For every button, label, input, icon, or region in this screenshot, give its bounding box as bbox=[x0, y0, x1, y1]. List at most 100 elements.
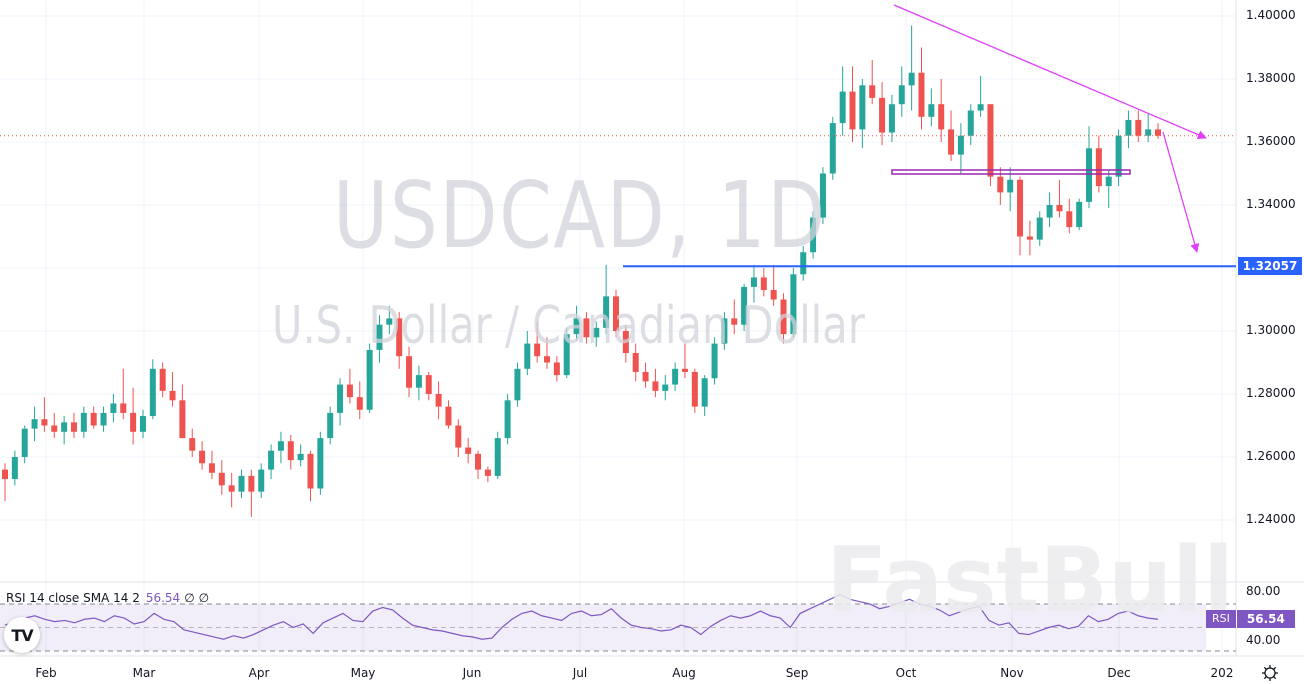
candle-body bbox=[208, 463, 215, 473]
candle-body bbox=[317, 438, 324, 489]
candle-body bbox=[770, 290, 777, 300]
candle-body bbox=[415, 375, 422, 388]
candle-body bbox=[504, 400, 511, 439]
time-axis-label: Jun bbox=[462, 666, 482, 680]
time-axis-label: Nov bbox=[1000, 666, 1024, 680]
price-axis-label: 1.24000 bbox=[1246, 512, 1296, 526]
candle-body bbox=[780, 299, 787, 335]
rsi-legend-value: 56.54 bbox=[145, 591, 181, 605]
candle-body bbox=[928, 104, 935, 117]
candle-body bbox=[31, 419, 38, 429]
candle-body bbox=[534, 343, 541, 357]
candle-body bbox=[1105, 176, 1112, 187]
candle-body bbox=[337, 384, 344, 413]
candle-body bbox=[750, 277, 757, 287]
candle-body bbox=[1095, 148, 1102, 187]
candle-body bbox=[70, 422, 77, 432]
candle-body bbox=[425, 375, 432, 394]
candle-body bbox=[514, 368, 521, 401]
rsi-legend[interactable]: RSI 14 close SMA 14 2 56.54 ∅ ∅ bbox=[6, 591, 209, 605]
candle-body bbox=[583, 318, 590, 338]
candle-body bbox=[553, 362, 560, 376]
candle-body bbox=[51, 425, 58, 432]
candle-body bbox=[455, 425, 462, 448]
candle-body bbox=[957, 135, 964, 155]
price-axis-label: 1.34000 bbox=[1246, 197, 1296, 211]
candle-body bbox=[829, 123, 836, 174]
rsi-tag-label: RSI bbox=[1206, 610, 1237, 628]
candle-body bbox=[1007, 179, 1014, 193]
time-axis-label: Feb bbox=[35, 666, 57, 680]
candle-body bbox=[869, 85, 876, 98]
candle-body bbox=[41, 419, 48, 426]
candle-body bbox=[839, 91, 846, 124]
trendline bbox=[893, 4, 1207, 139]
candle-body bbox=[1056, 205, 1063, 212]
candle-body bbox=[1066, 211, 1073, 228]
time-axis-label: May bbox=[350, 666, 376, 680]
candle-body bbox=[1036, 217, 1043, 240]
rsi-legend-title: RSI 14 close SMA 14 2 bbox=[6, 591, 140, 605]
rsi-lower-label: 40.00 bbox=[1246, 633, 1281, 647]
candle-body bbox=[593, 327, 600, 338]
candle-body bbox=[396, 318, 403, 357]
candle-body bbox=[760, 277, 767, 291]
candle-body bbox=[1135, 119, 1142, 136]
price-axis-label: 1.36000 bbox=[1246, 134, 1296, 148]
candle-body bbox=[1076, 201, 1083, 228]
candle-body bbox=[1145, 129, 1152, 136]
rsi-legend-extra2: ∅ bbox=[198, 591, 210, 605]
candle-body bbox=[475, 453, 482, 470]
time-axis-label: Apr bbox=[248, 666, 270, 680]
candle-body bbox=[859, 85, 866, 130]
settings-gear-icon[interactable] bbox=[1261, 664, 1279, 682]
candle-body bbox=[287, 441, 294, 461]
candle-body bbox=[563, 334, 570, 376]
candle-body bbox=[494, 438, 501, 476]
candle-body bbox=[189, 438, 196, 451]
candle-body bbox=[1155, 129, 1161, 136]
time-axis-label: Jul bbox=[572, 666, 588, 680]
support-zone bbox=[891, 169, 1131, 175]
candle-body bbox=[248, 475, 255, 492]
candle-body bbox=[61, 422, 68, 432]
candle-body bbox=[100, 412, 107, 426]
candle-body bbox=[149, 368, 156, 417]
price-axis-label: 1.38000 bbox=[1246, 71, 1296, 85]
candle-body bbox=[21, 428, 28, 457]
candle-body bbox=[199, 450, 206, 464]
candle-body bbox=[731, 318, 738, 325]
candle-body bbox=[238, 475, 245, 492]
candle-body bbox=[1115, 135, 1122, 177]
candle-body bbox=[139, 416, 146, 432]
candle-body bbox=[711, 343, 718, 379]
candle-body bbox=[386, 318, 393, 325]
tradingview-logo-icon[interactable]: TV bbox=[4, 617, 40, 653]
candle-body bbox=[90, 412, 97, 426]
candle-body bbox=[1125, 119, 1132, 136]
candle-body bbox=[642, 371, 649, 382]
candle-body bbox=[918, 72, 925, 117]
candle-body bbox=[612, 296, 619, 331]
candle-body bbox=[277, 441, 284, 451]
candle-body bbox=[376, 324, 383, 350]
time-axis-label: Oct bbox=[895, 666, 917, 680]
candle-body bbox=[465, 447, 472, 454]
time-axis-label: Sep bbox=[785, 666, 809, 680]
candle-body bbox=[435, 394, 442, 407]
candle-body bbox=[603, 296, 610, 328]
candle-body bbox=[356, 397, 363, 410]
candle-body bbox=[672, 368, 679, 385]
candle-body bbox=[977, 104, 984, 111]
candle-body bbox=[366, 349, 373, 410]
rsi-legend-extra1: ∅ bbox=[184, 591, 195, 605]
candle-body bbox=[790, 274, 797, 335]
candle-body bbox=[908, 72, 915, 86]
candle-body bbox=[1046, 205, 1053, 218]
candle-body bbox=[297, 453, 304, 461]
rsi-tag: RSI 56.54 bbox=[1206, 610, 1295, 628]
candle-body bbox=[741, 286, 748, 325]
candle-body bbox=[346, 384, 353, 398]
rsi-upper-label: 80.00 bbox=[1246, 584, 1281, 598]
